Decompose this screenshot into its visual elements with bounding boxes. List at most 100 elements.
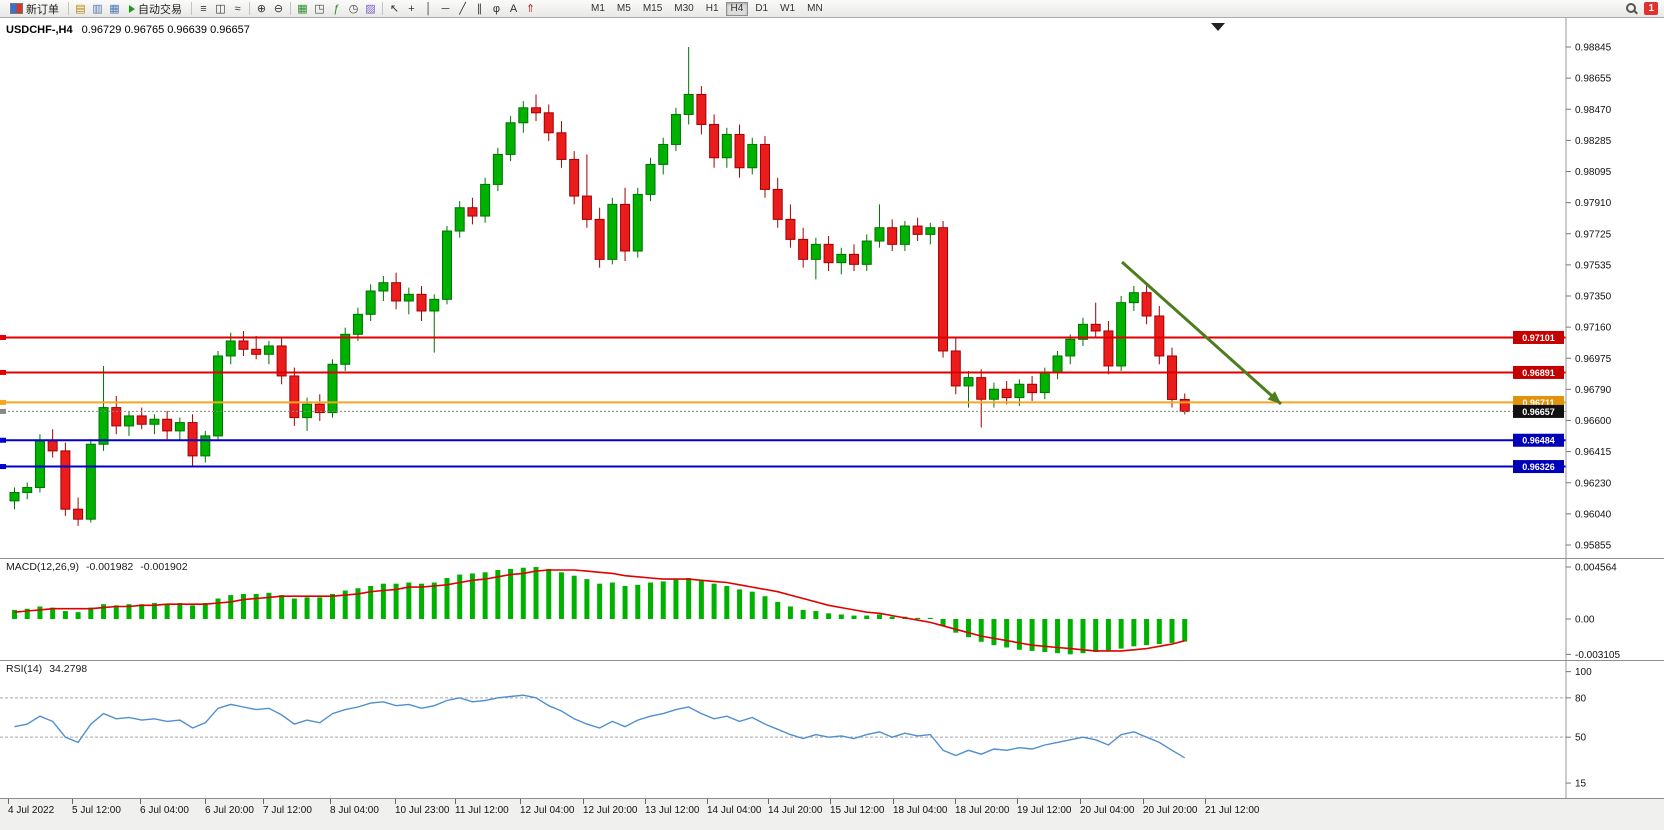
candle-body [441,230,452,300]
macd-histogram-bar [1042,619,1048,653]
candle-body [950,350,961,387]
candle-body [645,163,656,195]
horizontal-line-icon[interactable]: ─ [441,2,450,15]
cursor-icon[interactable]: ↖ [389,3,400,15]
price-axis-label: 0.97910 [1575,198,1612,209]
time-axis-label: 7 Jul 12:00 [263,799,312,816]
rsi-axis-label: 100 [1575,667,1592,678]
candle-body [620,203,631,252]
time-axis[interactable]: 4 Jul 2022 5 Jul 12:00 6 Jul 04:00 6 Jul 20… [0,798,1664,830]
new-order-button[interactable]: 新订单 [4,1,65,16]
candle-body [391,282,402,302]
price-axis-label: 0.97725 [1575,229,1612,240]
time-axis-label: 15 Jul 12:00 [830,799,885,816]
main-chart[interactable]: 0.98845 0.98655 0.98470 0.98285 0.98095 0.979… [0,18,1664,558]
macd-histogram-bar [864,615,870,619]
price-axis-label: 0.96600 [1575,416,1612,427]
zoom-in-icon[interactable]: ⊕ [256,3,267,15]
auto-trading-button[interactable]: 自动交易 [123,1,188,16]
text-icon[interactable]: A [509,2,518,15]
trend-arrow[interactable] [1121,260,1282,406]
resistance-line-2-left-marker [0,369,6,375]
candle-body [836,253,847,264]
candle-body [480,183,491,217]
timeframe-button-m30[interactable]: M30 [669,2,698,16]
data-window-icon[interactable]: ▥ [92,3,103,15]
time-axis-label: 14 Jul 04:00 [707,799,762,816]
timeframe-button-m15[interactable]: M15 [638,2,667,16]
candle-body [225,340,236,357]
bar-chart-icon[interactable]: ≡ [200,2,207,15]
candle-body [314,403,325,414]
price-axis-label: 0.96040 [1575,509,1612,520]
macd-histogram-bar [622,585,628,619]
candle-body [429,298,440,312]
notification-badge[interactable]: 1 [1644,2,1658,15]
macd-panel[interactable]: 0.004564 0.00 -0.003105 [0,558,1664,661]
macd-histogram-bar [419,583,425,619]
macd-histogram-bar [648,582,653,619]
trend-arrow-head [1267,391,1281,404]
templates-icon[interactable]: ▨ [365,3,376,15]
periods-icon[interactable]: ◷ [348,3,359,15]
time-axis-label: 5 Jul 12:00 [72,799,121,816]
arrows-icon[interactable]: ⇑ [525,3,536,15]
trendline-icon[interactable]: ╱ [459,3,466,15]
candle-body [976,377,987,400]
timeframe-group: M1 M5 M15 M30 H1 H4 D1 W1 MN [585,1,829,16]
macd-axis-label: 0.004564 [1575,563,1617,574]
channel-icon[interactable]: ∥ [476,3,483,15]
candlestick-chart-icon[interactable]: ◫ [215,3,226,15]
candle-body [505,122,516,155]
macd-histogram-bar [698,580,704,619]
candle-body [1077,323,1088,340]
line-chart-icon[interactable]: ≈ [234,2,241,15]
candle-body [289,375,300,419]
terminal-icon[interactable]: ▦ [109,3,120,15]
crosshair-icon[interactable]: + [408,2,415,15]
macd-histogram-bar [317,597,323,619]
search-icon[interactable] [1625,2,1638,15]
macd-histogram-bar [50,607,56,619]
vertical-line-icon[interactable]: │ [425,2,432,15]
candles [9,47,1190,526]
macd-histogram-bar [139,604,145,619]
tile-windows-icon[interactable]: ◳ [314,3,325,15]
macd-histogram-bar [330,593,335,619]
timeframe-button-h1[interactable]: H1 [701,2,724,16]
timeframe-button-h4[interactable]: H4 [725,1,749,16]
macd-histogram-bar [279,595,285,619]
macd-histogram-bar [75,612,81,619]
candle-body [785,218,796,240]
price-axis-label: 0.97535 [1575,260,1612,271]
candle-body [416,293,427,312]
macd-histogram-bar [660,581,666,619]
macd-histogram-bar [24,608,30,619]
candle-body [963,377,974,387]
macd-label: MACD(12,26,9) -0.001982 -0.001902 [6,561,195,573]
timeframe-button-m1[interactable]: M1 [586,2,610,16]
zoom-out-icon[interactable]: ⊖ [273,3,284,15]
candle-body [1154,315,1165,357]
fibonacci-icon[interactable]: φ [492,2,501,15]
timeframe-button-m5[interactable]: M5 [612,2,636,16]
candle-body [912,225,923,235]
candle-body [683,93,694,115]
rsi-axis-label: 15 [1575,779,1587,790]
timeframe-button-mn[interactable]: MN [802,2,828,16]
macd-histogram-bar [113,605,119,619]
macd-histogram-bar [164,604,170,619]
time-axis-label: 18 Jul 20:00 [955,799,1010,816]
support-line-2-price-tag-label: 0.96326 [1522,462,1555,472]
grid-icon[interactable]: ▦ [297,3,308,15]
timeframe-button-d1[interactable]: D1 [750,2,773,16]
rsi-panel[interactable]: 100 80 50 15 [0,660,1664,799]
macd-histogram-bar [558,572,564,619]
macd-histogram-bar [88,607,94,619]
macd-histogram-bar [1144,619,1150,646]
candle-body [47,440,58,452]
market-watch-icon[interactable]: ▤ [75,3,86,15]
macd-histogram-bar [876,614,882,619]
timeframe-button-w1[interactable]: W1 [775,2,800,16]
indicators-icon[interactable]: ƒ [333,2,340,15]
